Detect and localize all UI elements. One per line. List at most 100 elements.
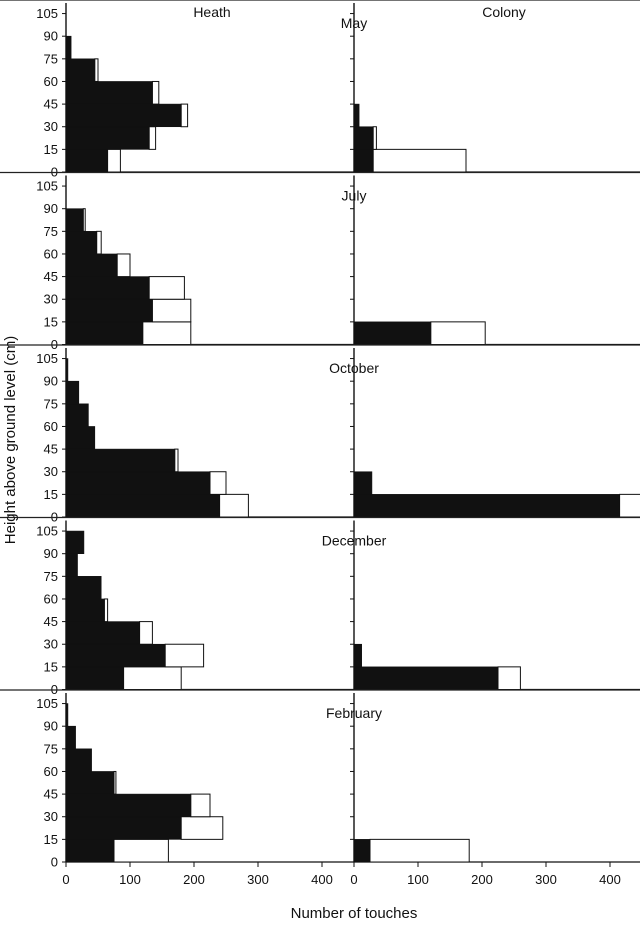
x-tick-label: 200 [183,872,205,887]
colony-bar-open [372,126,377,150]
heath-bar-filled [65,321,144,345]
heath-bar-open [174,448,179,473]
heath-bar-filled [65,643,166,668]
month-label-december: December [322,533,387,549]
heath-bar-open [164,643,205,668]
y-tick-label: 60 [44,591,58,606]
y-tick-label: 90 [44,29,58,44]
heath-bar-open [151,298,192,323]
month-label-may: May [341,15,367,31]
heath-bar-open [148,126,157,150]
heath-bar-open [107,148,121,173]
heath-bar-open [190,793,211,818]
month-label-october: October [329,360,379,376]
heath-bar-filled [65,298,153,323]
heath-bar-filled [65,748,92,772]
heath-bar-filled [65,530,85,554]
heath-bar-filled [65,448,176,473]
heath-bar-filled [65,358,69,382]
x-tick-label: 400 [599,872,621,887]
y-tick-label: 105 [36,351,58,366]
y-tick-label: 30 [44,637,58,652]
colony-bar-open [372,148,467,173]
x-tick-label: 300 [535,872,557,887]
heath-bar-filled [65,703,69,727]
heath-bar-open [113,838,169,863]
heath-bar-filled [65,426,96,450]
colony-bar-filled [353,126,374,150]
heath-bar-open [180,816,224,840]
colony-bar-open [430,321,486,345]
colony-bar-open [369,838,470,863]
y-tick-label: 45 [44,787,58,802]
colony-bar-filled [353,839,371,863]
colony-bar-filled [353,666,499,690]
heath-bar-open [151,80,160,105]
y-tick-label: 30 [44,809,58,824]
y-tick-label: 45 [44,269,58,284]
y-tick-label: 75 [44,224,58,239]
heath-bar-filled [65,494,220,518]
y-tick-label: 75 [44,51,58,66]
colony-bar-filled [353,321,432,345]
heath-bar-filled [65,253,118,277]
y-tick-label: 30 [44,292,58,307]
colony-bar-filled [353,494,620,518]
heath-bar-filled [65,81,153,105]
y-tick-label: 105 [36,696,58,711]
y-tick-label: 60 [44,419,58,434]
y-tick-label: 0 [51,855,58,870]
heath-bar-open [180,103,189,128]
x-tick-label: 100 [407,872,429,887]
heath-bar-open [209,471,227,495]
y-tick-label: 105 [36,179,58,194]
x-axis-title: Number of touches [291,905,418,922]
colony-bar-filled [353,149,374,173]
colony-bar-filled [353,471,373,495]
heath-bar-open [148,276,185,300]
y-tick-label: 45 [44,614,58,629]
heath-bar-filled [65,576,102,600]
heath-bar-filled [65,276,150,300]
heath-bar-filled [65,58,96,82]
heath-bar-filled [65,35,72,60]
column-title-heath: Heath [193,4,230,20]
y-axis-title: Height above ground level (cm) [2,336,19,544]
y-tick-label: 30 [44,119,58,134]
heath-bar-open [142,321,192,345]
month-label-july: July [342,188,367,204]
heath-bar-filled [65,380,80,405]
y-tick-label: 60 [44,764,58,779]
y-tick-label: 105 [36,524,58,539]
colony-bar-open [619,493,640,518]
colony-bar-filled [353,643,362,668]
heath-bar-filled [65,553,78,577]
y-tick-label: 75 [44,741,58,756]
x-tick-label: 300 [247,872,269,887]
heath-bar-open [94,58,99,82]
month-label-february: February [326,705,382,721]
heath-bar-filled [65,126,150,150]
x-tick-label: 100 [119,872,141,887]
heath-bar-filled [65,839,115,863]
y-tick-label: 45 [44,97,58,112]
heath-bar-filled [65,403,89,427]
heath-bar-filled [65,471,211,495]
colony-bar-filled [353,103,360,128]
heath-bar-filled [65,725,76,750]
x-tick-label: 0 [350,872,357,887]
heath-bar-open [219,493,249,518]
heath-bar-filled [65,149,108,173]
y-tick-label: 15 [44,832,58,847]
heath-bar-filled [65,103,182,128]
y-tick-label: 75 [44,569,58,584]
y-tick-label: 60 [44,74,58,89]
heath-bar-filled [65,621,140,645]
heath-bar-filled [65,666,124,690]
colony-bar-open [497,666,521,691]
y-tick-label: 45 [44,442,58,457]
heath-bar-filled [65,208,84,232]
y-tick-label: 15 [44,142,58,157]
